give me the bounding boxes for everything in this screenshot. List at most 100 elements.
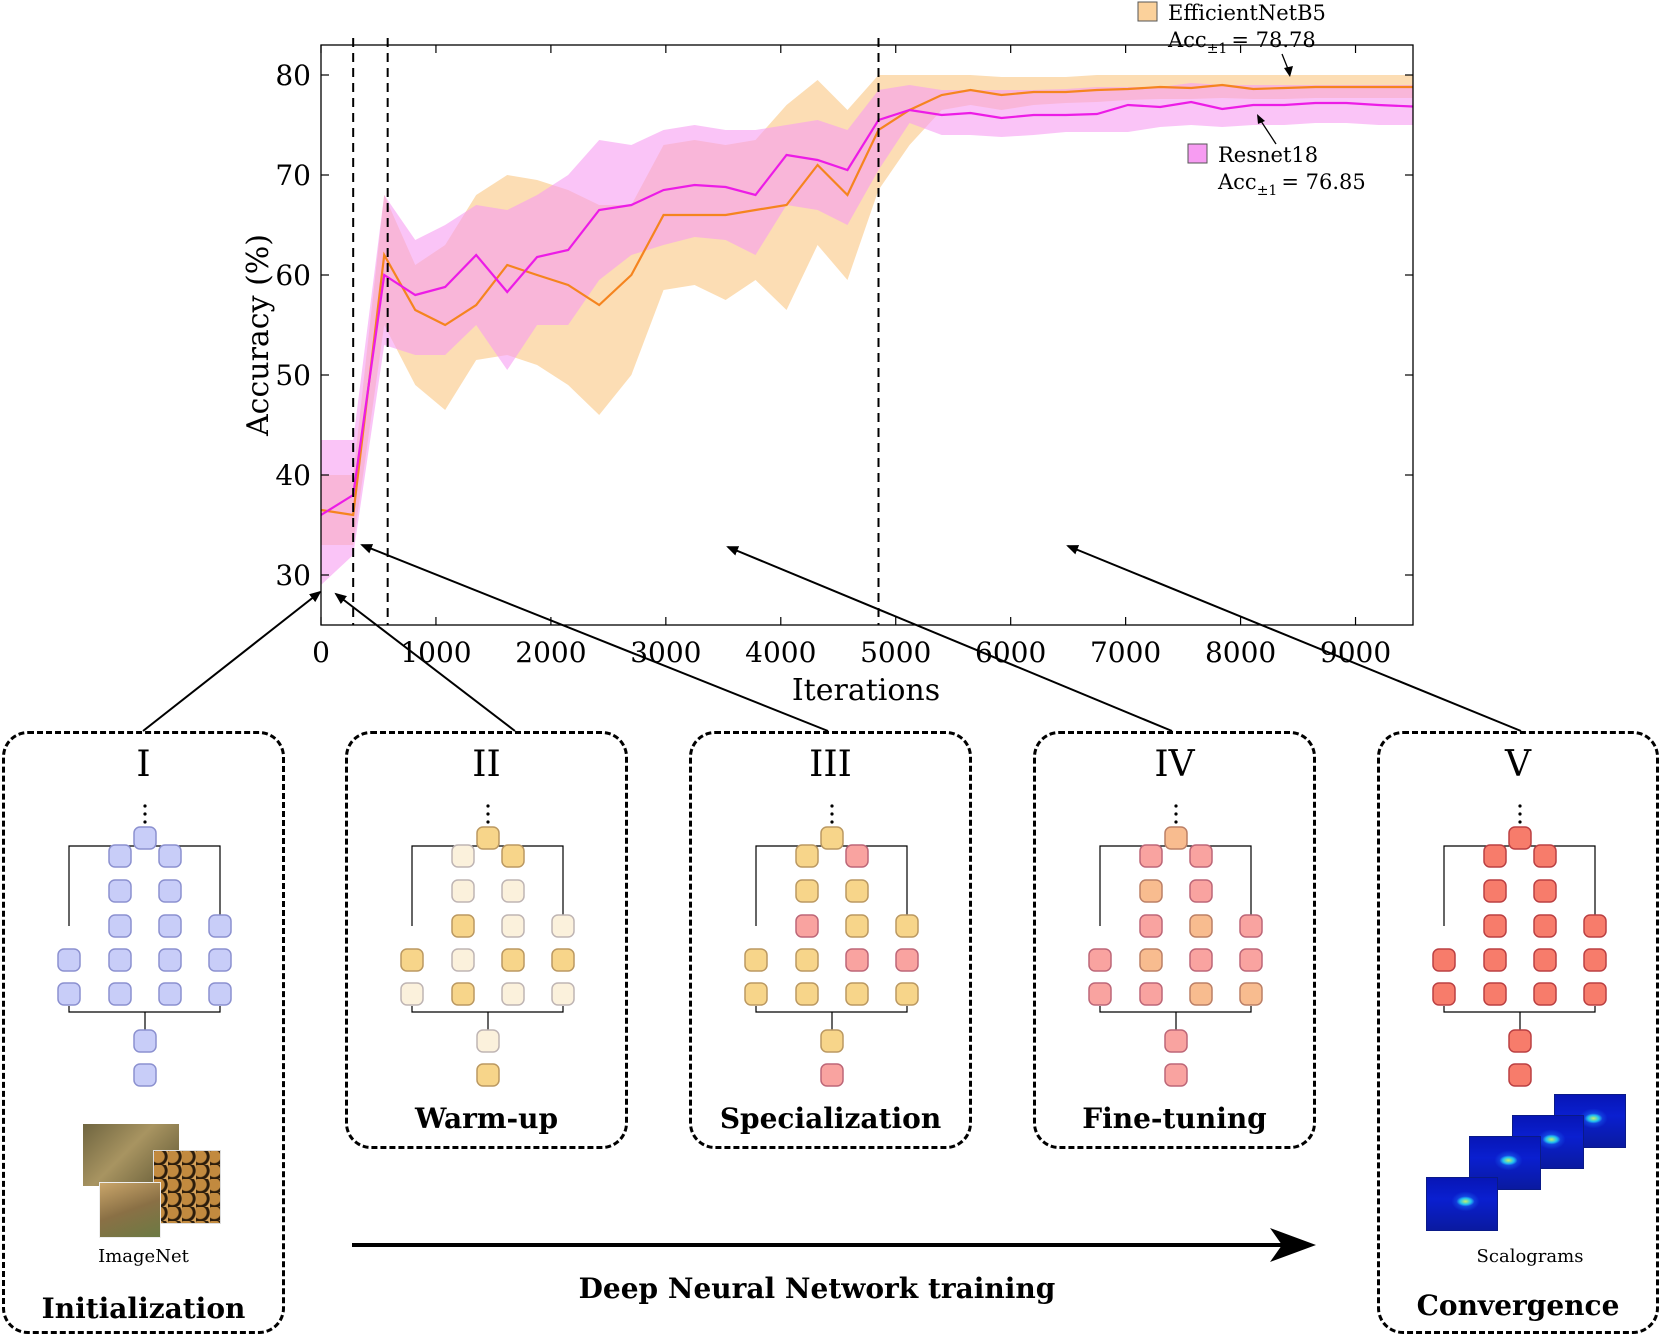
x-tick-label: 2000	[515, 636, 586, 669]
connector	[1099, 1006, 1252, 1013]
stage-numeral: II	[472, 744, 501, 785]
network-node	[1189, 982, 1213, 1006]
network-node	[1533, 879, 1557, 903]
network-node	[744, 948, 768, 972]
network-node	[133, 1029, 157, 1053]
network-node	[501, 914, 525, 938]
network-node	[1533, 844, 1557, 868]
imagenet-caption: ImageNet	[98, 1246, 189, 1267]
series-lines	[320, 83, 1414, 517]
stage-numeral: III	[809, 744, 852, 785]
connector	[755, 1006, 908, 1013]
network-node	[1139, 948, 1163, 972]
network-node	[1483, 948, 1507, 972]
line-efficientnetb5	[320, 83, 1413, 517]
network-diagram	[1088, 804, 1263, 1087]
network-diagram	[744, 804, 919, 1087]
network-node	[133, 1063, 157, 1087]
y-tick-label: 80	[275, 59, 311, 92]
legend-label-resnet: Resnet18	[1218, 143, 1318, 167]
connector	[411, 1006, 564, 1013]
network-node	[57, 982, 81, 1006]
network-node	[451, 844, 475, 868]
connector	[1443, 845, 1596, 926]
network-node	[795, 948, 819, 972]
network-diagram	[57, 804, 232, 1087]
connector	[68, 1006, 221, 1013]
network-node	[1432, 948, 1456, 972]
network-node	[1164, 1063, 1188, 1087]
network-node	[1139, 914, 1163, 938]
photo-cheetah	[99, 1182, 161, 1238]
network-node	[208, 948, 232, 972]
x-tick-label: 8000	[1205, 636, 1276, 669]
network-node	[795, 982, 819, 1006]
training-label: Deep Neural Network training	[578, 1272, 1056, 1305]
network-node	[476, 1063, 500, 1087]
network-node	[1483, 982, 1507, 1006]
ellipsis-dot	[486, 812, 490, 816]
network-node	[1508, 826, 1532, 850]
network-node	[158, 879, 182, 903]
accuracy-chart: 0 1000 2000 3000 4000 5000 6000 7000 8000 9000 30 4…	[241, 1, 1414, 708]
legend-label-efficientnet: EfficientNetB5	[1168, 1, 1326, 25]
ellipsis-dot	[1174, 820, 1178, 824]
network-node	[133, 826, 157, 850]
network-node	[57, 948, 81, 972]
network-node	[1483, 879, 1507, 903]
x-tick-label: 0	[312, 636, 330, 669]
x-tick-label: 9000	[1320, 636, 1391, 669]
network-node	[845, 844, 869, 868]
network-node	[551, 914, 575, 938]
network-node	[845, 982, 869, 1006]
network-node	[208, 914, 232, 938]
network-node	[108, 914, 132, 938]
network-node	[845, 914, 869, 938]
annotation-arrowhead-efficientnet	[1284, 66, 1293, 77]
network-node	[895, 914, 919, 938]
connector	[1443, 1006, 1596, 1013]
acc-label-resnet: Acc±1 = 76.85	[1217, 170, 1366, 199]
y-tick-label: 40	[275, 459, 311, 492]
network-node	[501, 844, 525, 868]
network-node	[451, 982, 475, 1006]
legend-swatch-efficientnet	[1137, 1, 1158, 22]
network-node	[845, 879, 869, 903]
acc-label-efficientnet: Acc±1 = 78.78	[1167, 28, 1316, 57]
network-node	[476, 1029, 500, 1053]
network-node	[1533, 914, 1557, 938]
network-node	[1189, 879, 1213, 903]
network-node	[451, 879, 475, 903]
stage-numeral: I	[136, 744, 151, 785]
confidence-bands	[321, 75, 1413, 585]
network-node	[1088, 948, 1112, 972]
ellipsis-dot	[1174, 804, 1178, 808]
stage-name: Initialization	[41, 1292, 246, 1325]
ellipsis-dot	[830, 820, 834, 824]
stage-name: Warm-up	[414, 1102, 559, 1135]
network-node	[108, 948, 132, 972]
network-node	[400, 982, 424, 1006]
stage-numeral: V	[1505, 744, 1531, 785]
network-node	[1189, 914, 1213, 938]
connector	[1099, 845, 1252, 926]
network-node	[1583, 948, 1607, 972]
ellipsis-dot	[1518, 804, 1522, 808]
ellipsis-dot	[830, 804, 834, 808]
band-resnet18	[321, 83, 1413, 585]
network-node	[795, 879, 819, 903]
x-tick-label: 1000	[400, 636, 471, 669]
network-node	[1533, 982, 1557, 1006]
stage-box-warmup: II Warm-up	[345, 731, 628, 1149]
network-node	[158, 982, 182, 1006]
network-node	[108, 982, 132, 1006]
network-node	[1239, 914, 1263, 938]
ellipsis-dot	[1518, 812, 1522, 816]
network-node	[551, 982, 575, 1006]
network-node	[451, 948, 475, 972]
network-node	[1508, 1063, 1532, 1087]
photo-leopard	[153, 1150, 221, 1224]
network-node	[1239, 982, 1263, 1006]
network-node	[400, 948, 424, 972]
ellipsis-dot	[1174, 812, 1178, 816]
